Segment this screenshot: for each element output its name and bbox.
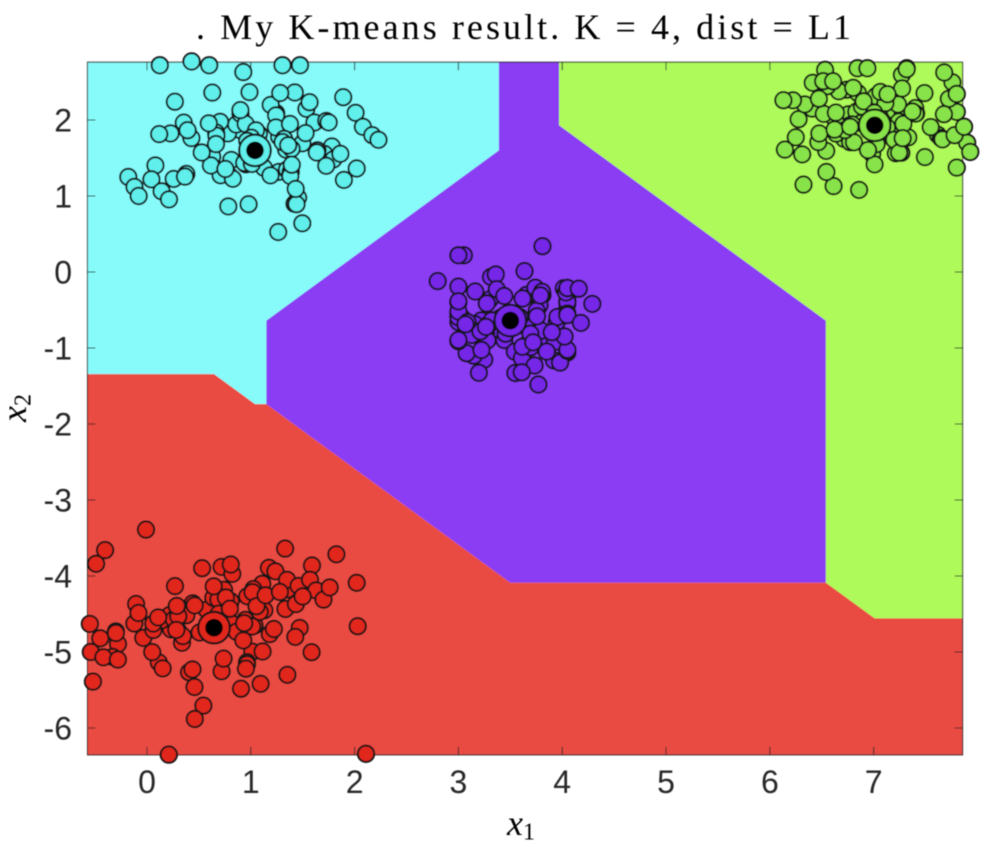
svg-text:x2: x2 xyxy=(0,394,37,423)
svg-text:-4: -4 xyxy=(44,559,72,595)
svg-text:-5: -5 xyxy=(44,635,72,671)
svg-text:7: 7 xyxy=(865,764,883,800)
svg-text:. My K-means result. K = 4, d: . My K-means result. K = 4, dist = L1 xyxy=(196,7,851,47)
svg-text:6: 6 xyxy=(761,764,779,800)
svg-text:0: 0 xyxy=(54,255,72,291)
svg-text:0: 0 xyxy=(138,764,156,800)
svg-text:2: 2 xyxy=(54,103,72,139)
svg-text:-6: -6 xyxy=(44,711,72,747)
svg-text:1: 1 xyxy=(242,764,260,800)
svg-text:4: 4 xyxy=(553,764,571,800)
svg-text:5: 5 xyxy=(657,764,675,800)
svg-text:3: 3 xyxy=(450,764,468,800)
svg-text:2: 2 xyxy=(346,764,364,800)
svg-text:-3: -3 xyxy=(44,483,72,519)
svg-text:1: 1 xyxy=(54,179,72,215)
svg-text:x1: x1 xyxy=(506,803,535,846)
svg-text:-1: -1 xyxy=(44,331,72,367)
svg-text:-2: -2 xyxy=(44,407,72,443)
